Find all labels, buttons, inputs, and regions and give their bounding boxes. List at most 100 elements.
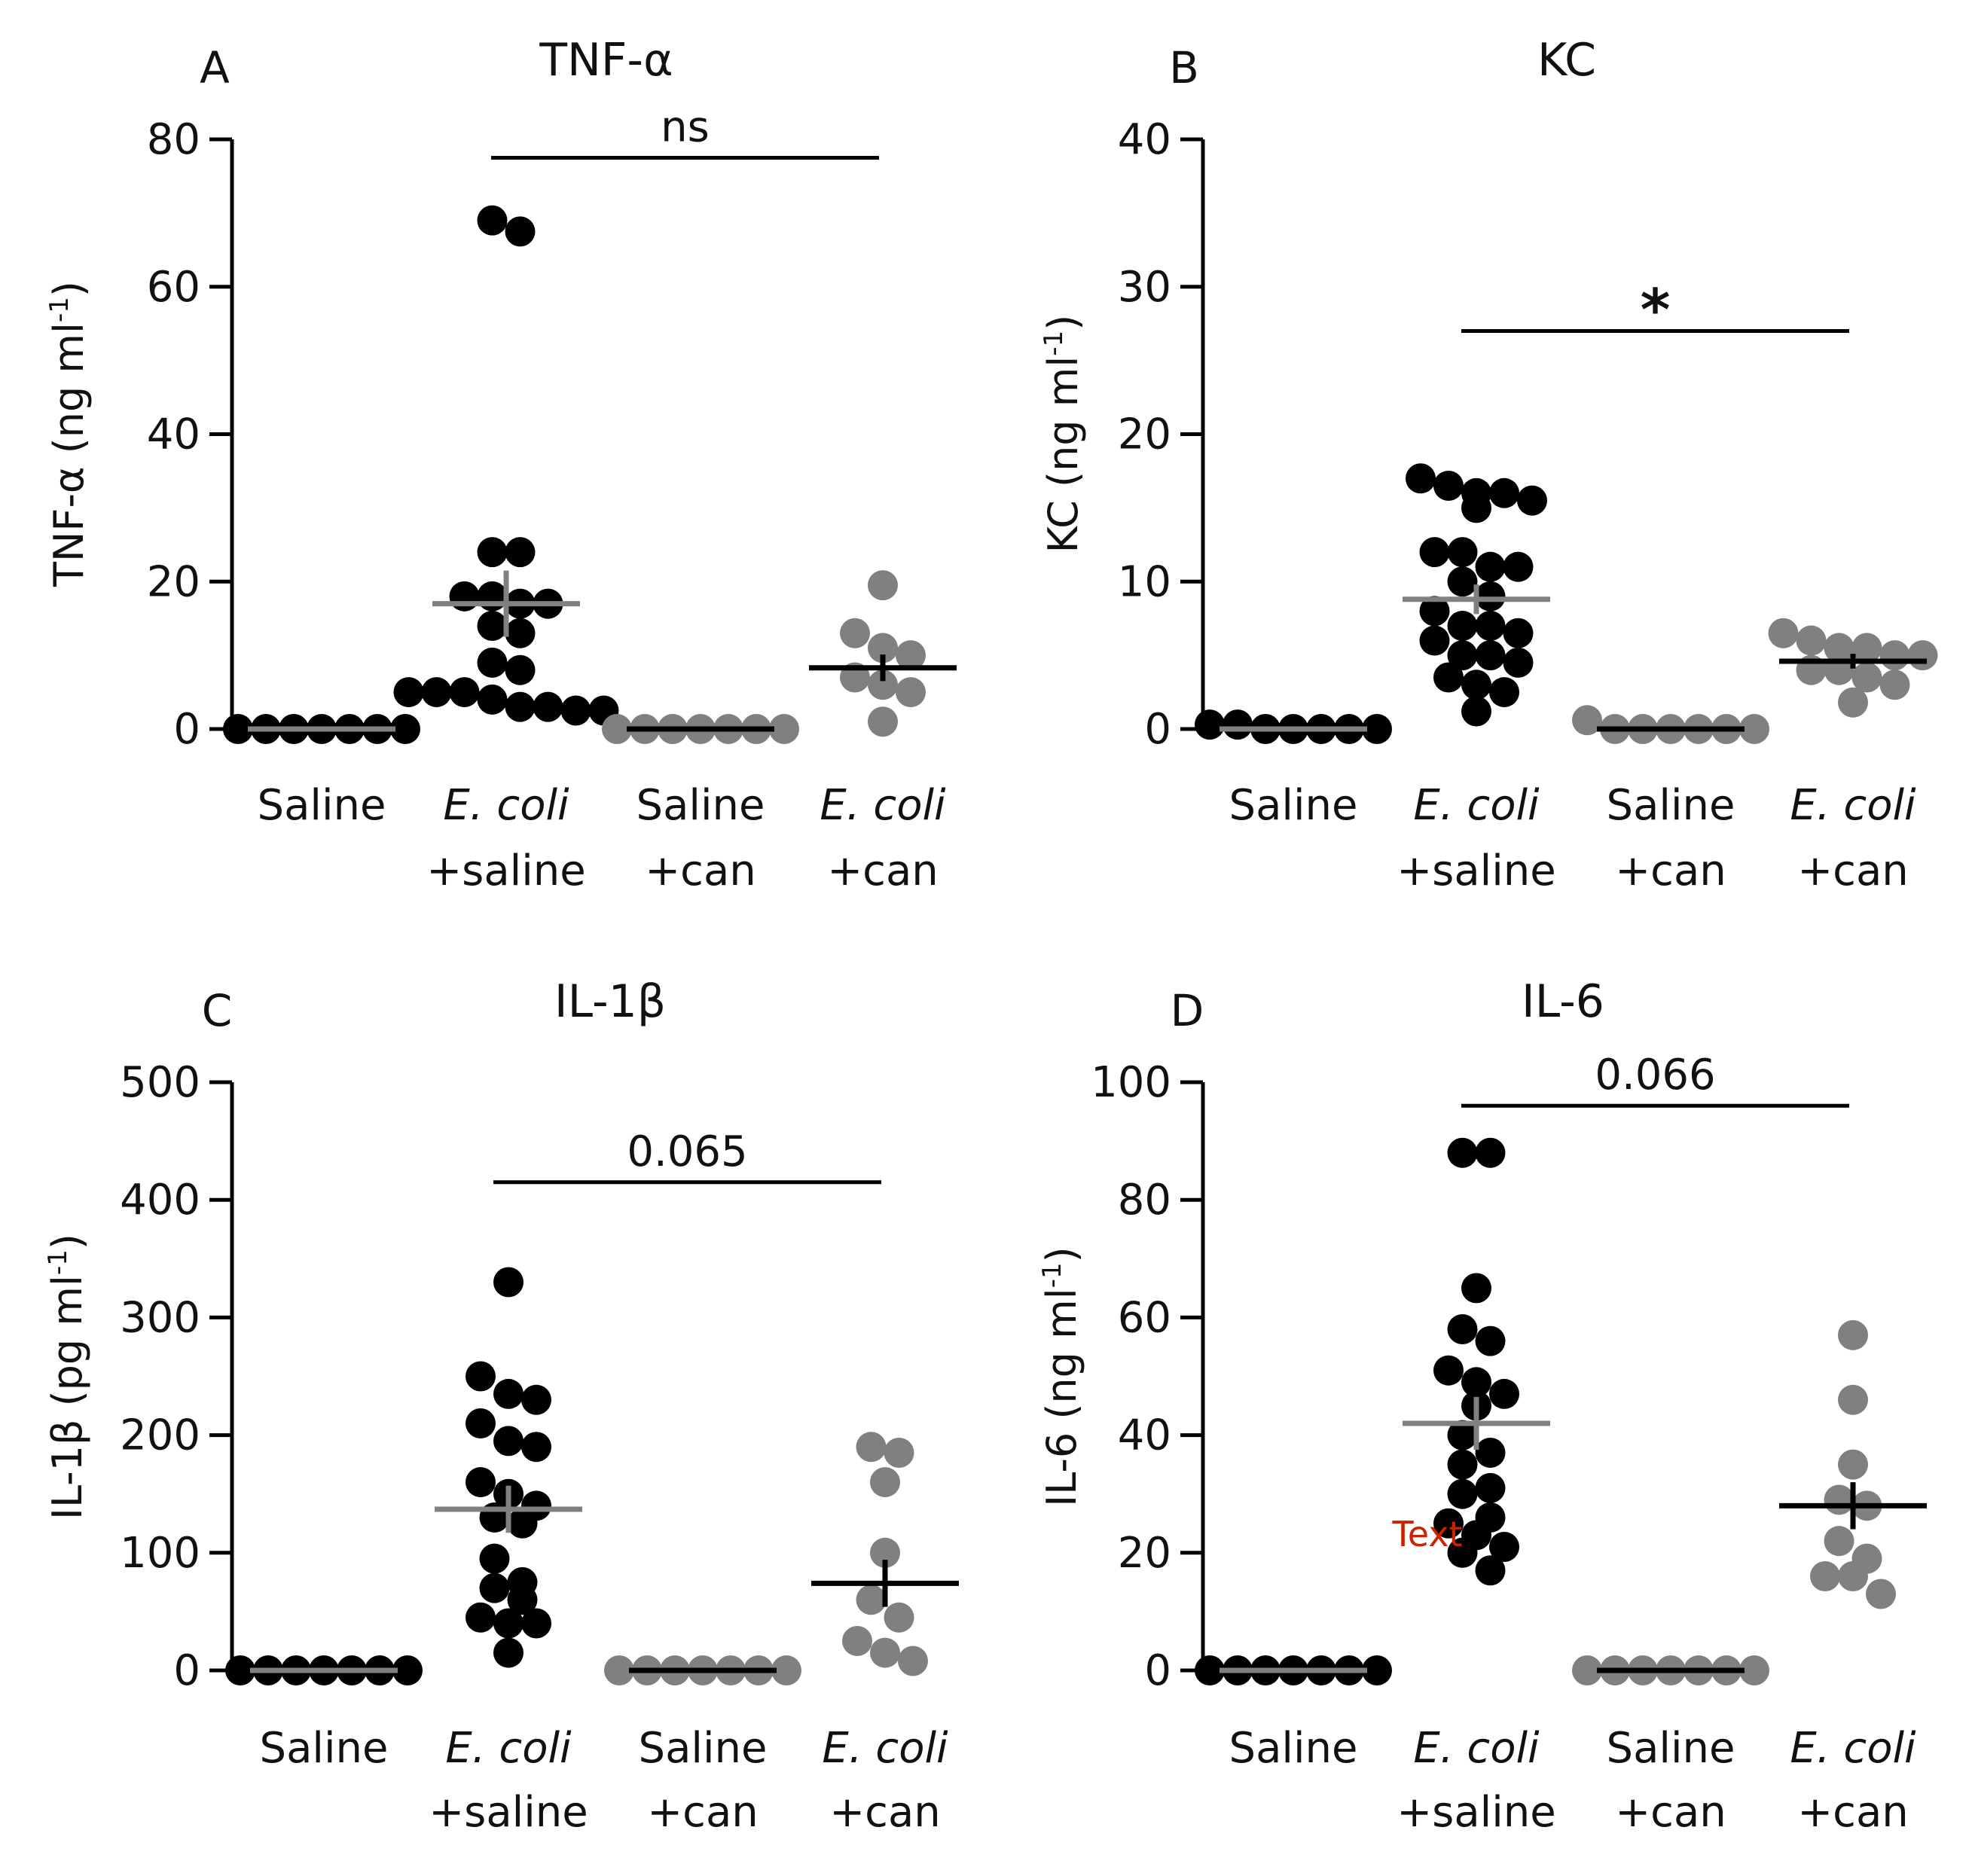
y-tick-label: 60	[1118, 1293, 1171, 1342]
data-point	[466, 1467, 496, 1498]
data-point	[1838, 1561, 1868, 1592]
data-point	[1447, 1314, 1478, 1345]
data-point	[896, 640, 926, 671]
data-point	[392, 1655, 423, 1685]
y-tick-label: 100	[1091, 1058, 1171, 1107]
annotation-text: Text	[1391, 1514, 1462, 1554]
data-point	[1851, 662, 1882, 693]
category-label-line2: +can	[645, 846, 756, 895]
category-label-line1: Saline	[1607, 781, 1735, 830]
y-axis-label-sup: -1	[1039, 331, 1069, 356]
group-3: E. coli +can	[811, 1432, 959, 1837]
y-tick-label: 40	[147, 410, 200, 459]
panel-title: IL-1β	[554, 975, 666, 1028]
data-point	[1433, 1355, 1464, 1386]
data-point	[477, 610, 508, 641]
data-point	[1739, 714, 1769, 744]
category-label-line1: Saline	[636, 781, 765, 830]
data-point	[1907, 640, 1938, 671]
data-point	[1824, 1526, 1854, 1557]
data-point	[1851, 633, 1882, 663]
data-point	[1739, 1655, 1769, 1685]
panel-letter: C	[202, 985, 233, 1036]
y-tick-label: 10	[1118, 557, 1171, 606]
significance-label: *	[1641, 276, 1671, 343]
data-point	[1489, 477, 1519, 508]
category-label-line1: Saline	[260, 1724, 389, 1773]
data-point	[1433, 1508, 1464, 1539]
data-point	[505, 618, 536, 648]
category-label-line1: E. coli	[822, 1724, 948, 1773]
y-axis-label-close: )	[44, 1234, 91, 1249]
category-label-line1: Saline	[258, 781, 386, 830]
data-point	[223, 714, 253, 744]
data-point	[1195, 1655, 1225, 1685]
data-point	[1447, 1449, 1478, 1480]
panel-letter: D	[1171, 985, 1204, 1036]
data-point	[449, 677, 480, 708]
data-point	[477, 537, 508, 568]
data-point	[493, 1637, 524, 1668]
y-tick-label: 60	[147, 263, 200, 312]
data-point	[1824, 633, 1854, 663]
y-tick-label: 100	[120, 1529, 200, 1578]
data-point	[493, 1378, 524, 1409]
data-point	[1838, 1319, 1868, 1350]
data-point	[1503, 647, 1534, 678]
category-label-line1: E. coli	[1790, 1724, 1916, 1773]
data-point	[1838, 1449, 1868, 1480]
data-point	[1838, 687, 1868, 718]
data-point	[856, 1432, 887, 1463]
data-point	[1406, 463, 1436, 494]
data-point	[1475, 1137, 1506, 1168]
data-point	[856, 1585, 887, 1615]
significance-label: 0.065	[627, 1127, 747, 1176]
data-point	[477, 647, 508, 678]
data-point	[1447, 1537, 1478, 1568]
y-axis-label-sup: -1	[44, 297, 75, 322]
data-point	[1475, 610, 1506, 641]
data-point	[1503, 618, 1534, 648]
y-axis-label-close: )	[1039, 315, 1087, 331]
data-point	[560, 695, 591, 726]
data-point	[1447, 1478, 1478, 1509]
data-point	[868, 633, 898, 663]
y-axis-label-sup: -1	[43, 1249, 73, 1275]
panel-letter: B	[1169, 42, 1199, 93]
data-point	[1419, 537, 1450, 568]
data-point	[1447, 537, 1478, 568]
data-point	[1475, 1555, 1506, 1586]
data-point	[521, 1608, 551, 1639]
y-tick-label: 20	[1118, 1529, 1171, 1578]
category-label-line2: +can	[1797, 846, 1909, 895]
data-point	[1447, 640, 1478, 671]
data-point	[1433, 662, 1464, 693]
group-1: E. coli +saline	[429, 1267, 588, 1837]
data-point	[507, 1585, 538, 1615]
data-point	[1768, 618, 1799, 648]
category-label-line1: E. coli	[820, 781, 946, 830]
data-point	[493, 1267, 524, 1298]
y-axis-label-text: KC (ng ml	[1039, 356, 1087, 554]
y-axis-label: TNF-α (ng ml-1)	[44, 281, 93, 587]
panel-b: B KC 0 10 20 30 40 KC (ng ml-1) Saline E. coli +sa…	[1039, 34, 1938, 895]
panel-title: KC	[1537, 34, 1596, 87]
y-axis-label: KC (ng ml-1)	[1039, 315, 1087, 554]
category-label-line2: +can	[1615, 846, 1726, 895]
category-label-line1: E. coli	[445, 1724, 572, 1773]
data-point	[1195, 709, 1225, 740]
data-point	[505, 654, 536, 685]
y-tick-label: 20	[1118, 410, 1171, 459]
data-point	[1489, 1378, 1519, 1409]
group-0: Saline	[1195, 1655, 1392, 1773]
data-point	[840, 618, 870, 648]
data-point	[1879, 640, 1910, 671]
data-point	[1489, 677, 1519, 708]
data-point	[477, 581, 508, 612]
group-1: E. coli +saline	[393, 205, 619, 895]
data-point	[533, 691, 563, 722]
data-point	[1489, 1531, 1519, 1562]
y-tick-label: 0	[1144, 1646, 1171, 1695]
data-point	[898, 1646, 928, 1676]
category-label-line1: Saline	[1607, 1724, 1735, 1773]
